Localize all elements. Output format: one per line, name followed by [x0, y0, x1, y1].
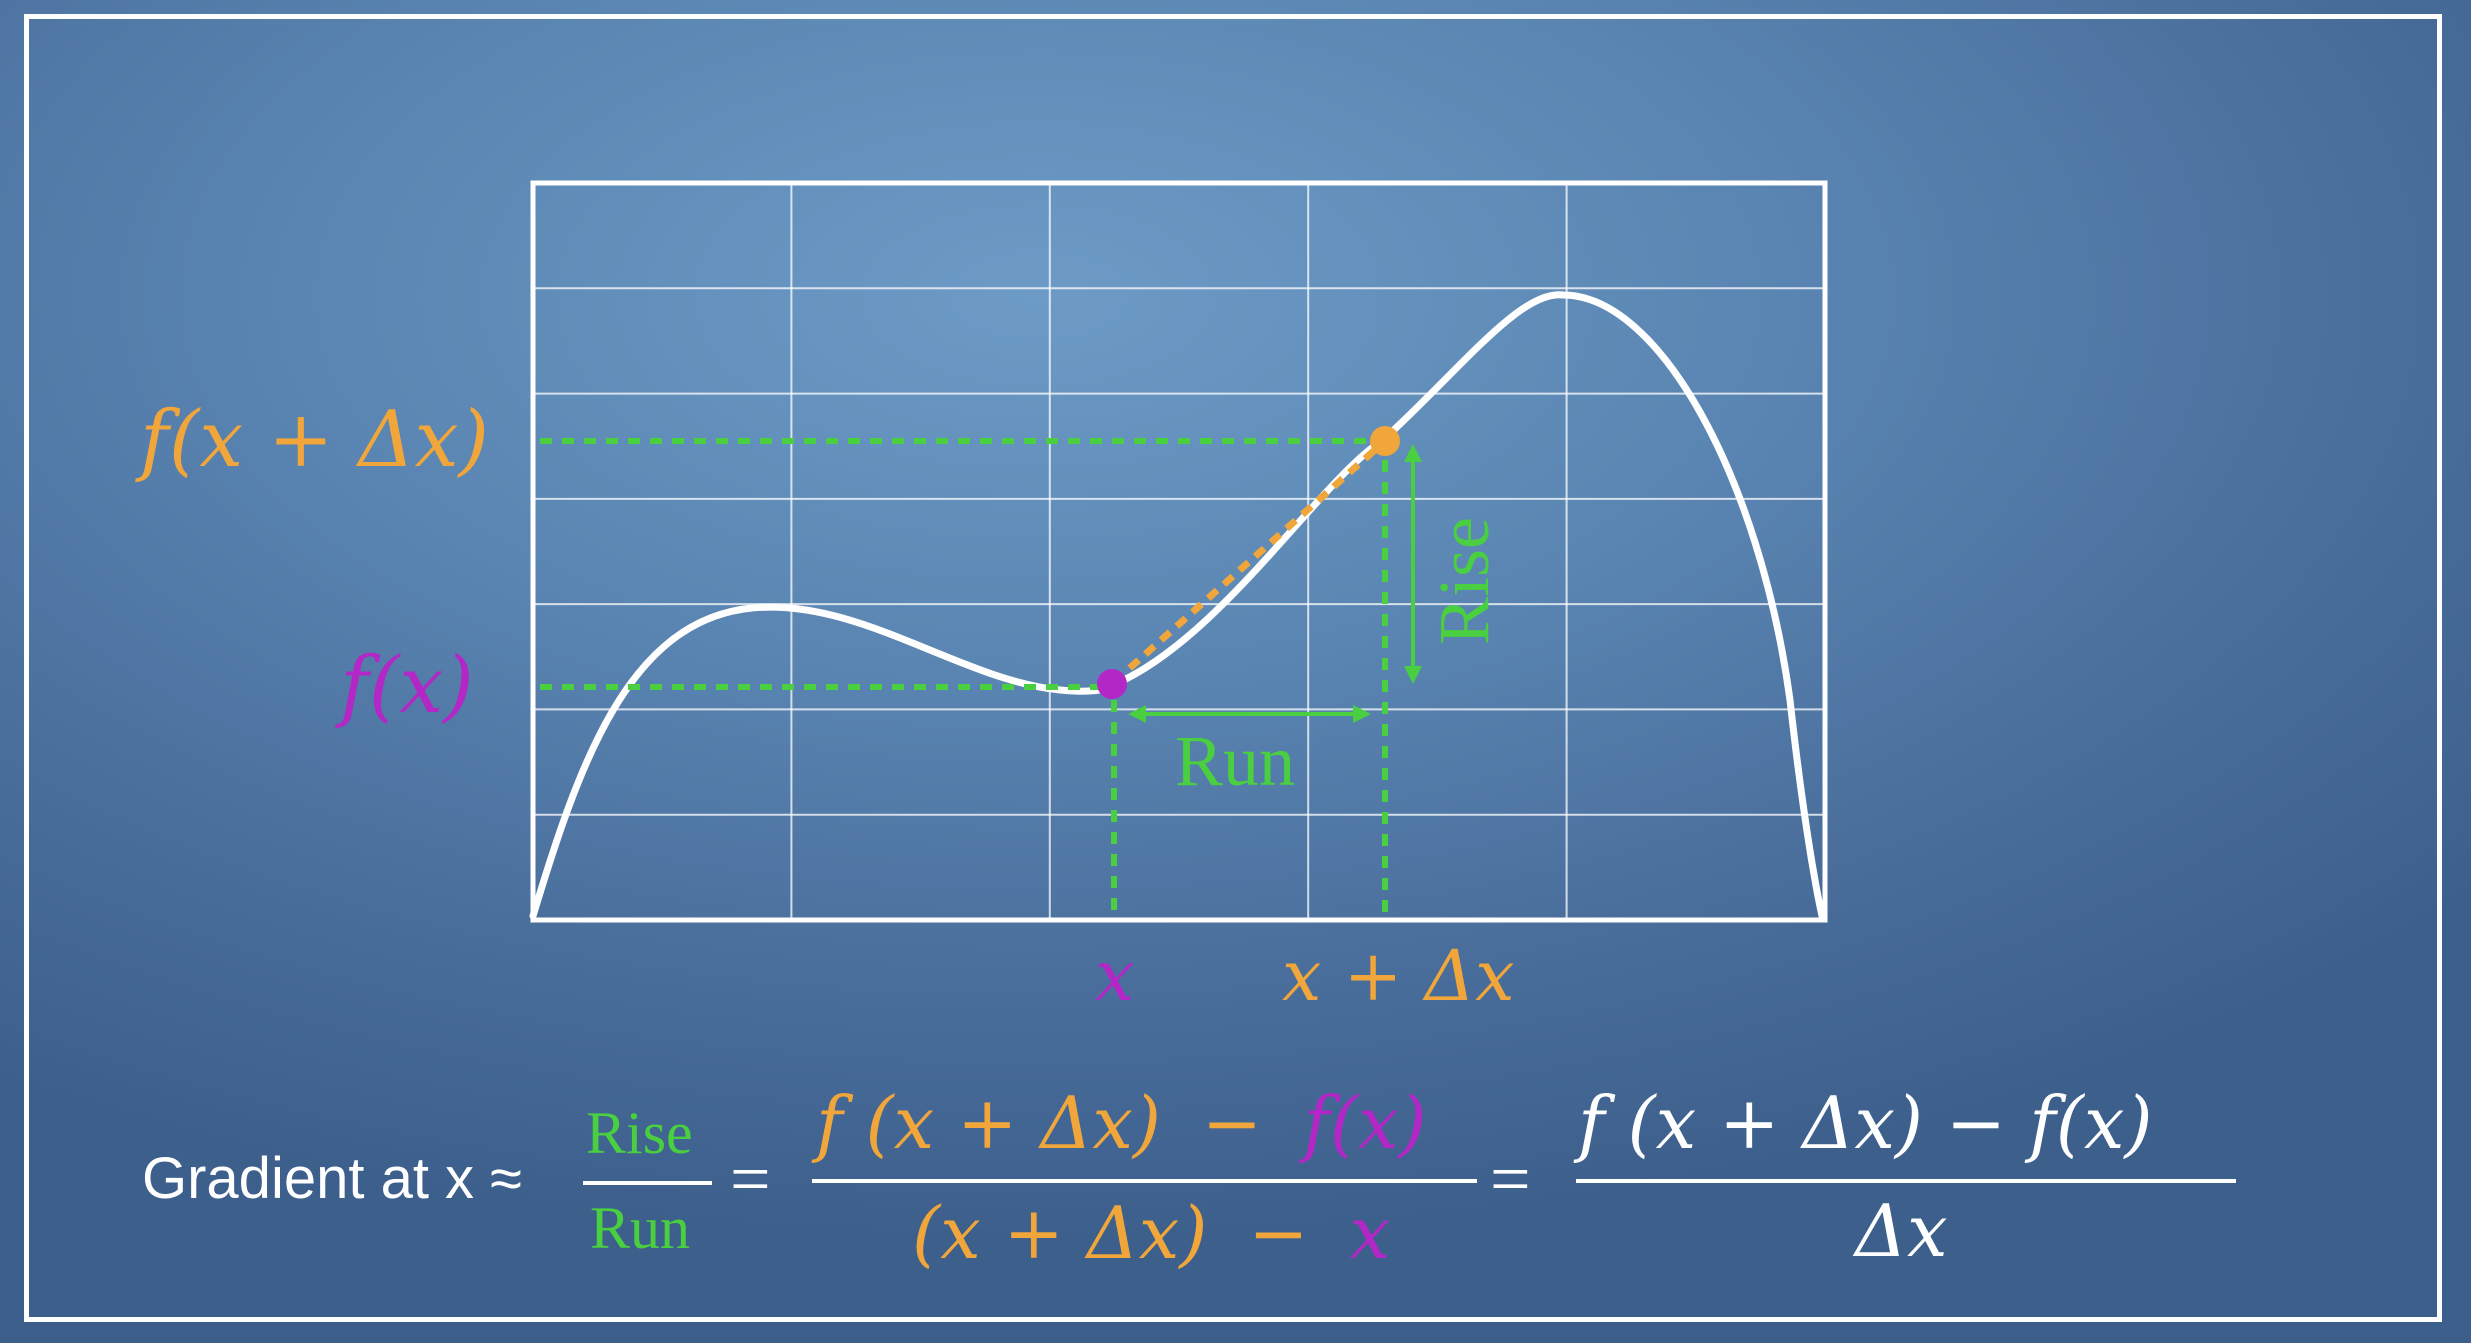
plot-grid: [530, 180, 1828, 923]
label-fxdx: f(x + Δx): [135, 395, 489, 485]
formula-prefix: Gradient at x ≈: [142, 1146, 522, 1211]
formula-numerator-3: f (x + Δx) − f(x): [1573, 1081, 2153, 1165]
label-xdx: x + Δx: [1282, 935, 1515, 1017]
label-rise: Rise: [1424, 517, 1504, 645]
rise-arrow: [1404, 444, 1422, 684]
plot-border: [530, 180, 1828, 923]
formula-rise: Rise: [586, 1100, 693, 1166]
formula-num-a: f (x + Δx): [811, 1081, 1161, 1165]
label-fx: f(x): [335, 641, 474, 731]
formula-den-a: (x + Δx): [912, 1191, 1208, 1275]
label-x: x: [1095, 935, 1134, 1017]
point-x: [1097, 669, 1127, 699]
formula-minus-2: −: [1248, 1191, 1308, 1275]
formula-eq-1: =: [730, 1139, 771, 1219]
formula-den-b: x: [1350, 1191, 1391, 1275]
formula-minus-1: −: [1202, 1081, 1262, 1165]
gradient-formula: Gradient at x ≈ Rise Run = f (x + Δx) − …: [142, 1081, 2236, 1275]
label-run: Run: [1175, 721, 1295, 801]
formula-denominator-3: Δx: [1852, 1189, 1948, 1273]
secant-line: [1111, 438, 1388, 685]
formula-num-b: f(x): [1298, 1081, 1426, 1165]
formula-eq-2: =: [1490, 1139, 1531, 1219]
point-x-plus-dx: [1370, 426, 1400, 456]
function-curve: [529, 291, 1826, 920]
formula-run: Run: [590, 1195, 690, 1261]
run-arrow: [1128, 705, 1371, 723]
formula-denominator-2: (x + Δx) − x: [912, 1191, 1390, 1275]
slide-frame: [24, 14, 2442, 1322]
formula-numerator-2: f (x + Δx) − f(x): [811, 1081, 1427, 1165]
